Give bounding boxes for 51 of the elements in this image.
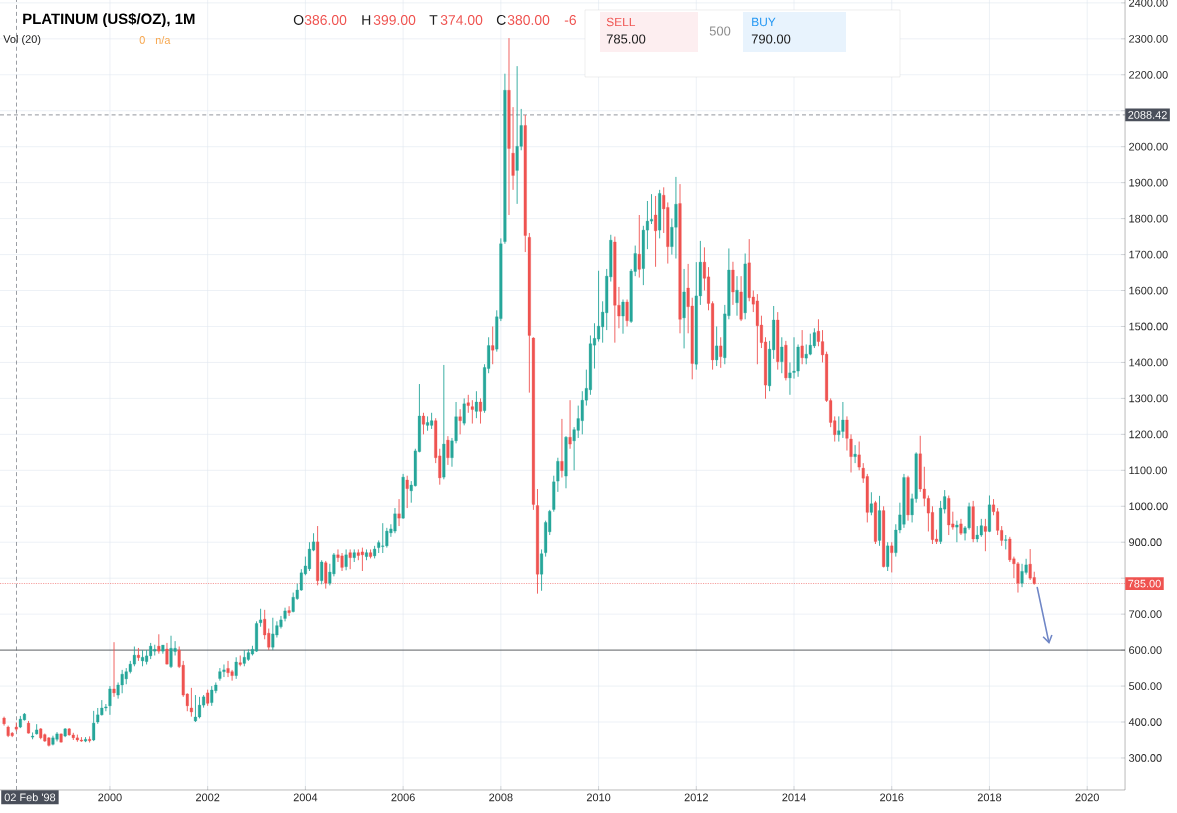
y-tick-label: 700.00 — [1129, 610, 1162, 619]
x-tick-label: 2010 — [586, 793, 611, 802]
annotation: O — [293, 15, 304, 25]
y-tick-label: 2200.00 — [1129, 70, 1168, 79]
y-tick-label: 2300.00 — [1129, 34, 1168, 43]
y-tick-label: 900.00 — [1129, 538, 1162, 547]
text: PLATINUM (US$/OZ), 1M — [23, 12, 195, 28]
annotation: 0 — [139, 36, 145, 44]
y-tick-label: 1600.00 — [1129, 286, 1168, 295]
y-tick-label: 1300.00 — [1129, 394, 1168, 403]
annotation: BUY — [752, 17, 776, 27]
annotation: n/a — [155, 35, 171, 45]
ref-line-label: 2088.42 — [1128, 111, 1167, 119]
y-tick-label: 1200.00 — [1129, 430, 1168, 439]
x-tick-label: 2020 — [1075, 793, 1099, 802]
annotation: T — [429, 15, 438, 25]
annotation: 386.00 — [304, 15, 347, 25]
y-tick-label: 1500.00 — [1129, 322, 1168, 331]
annotation: -6 — [564, 15, 576, 25]
x-tick-label: 2004 — [293, 793, 318, 802]
y-tick-label: 1800.00 — [1129, 214, 1168, 223]
ref-line-label: 785.00 — [1128, 579, 1161, 588]
annotation: SELL — [606, 17, 636, 27]
x-tick-label: 2006 — [391, 793, 415, 802]
y-tick-label: 400.00 — [1128, 718, 1162, 726]
y-tick-label: 1000.00 — [1129, 502, 1168, 511]
x-tick-label: 2000 — [98, 793, 122, 802]
annotation: 785.00 — [606, 34, 646, 44]
x-tick-label: 2016 — [880, 793, 904, 802]
ref-line-label: 02 Feb '98 — [4, 793, 56, 802]
annotation: 380.00 — [507, 15, 550, 25]
x-tick-label: 2014 — [782, 793, 806, 802]
y-tick-label: 1700.00 — [1129, 250, 1168, 259]
y-tick-label: 1400.00 — [1129, 358, 1168, 367]
annotation: 399.00 — [373, 15, 416, 25]
y-tick-label: 2000.00 — [1129, 142, 1168, 151]
annotation: 790.00 — [751, 34, 791, 44]
y-tick-label: 500.00 — [1129, 682, 1162, 690]
x-tick-label: 2002 — [196, 793, 220, 802]
x-tick-label: 2008 — [489, 793, 513, 802]
annotation: 374.00 — [440, 15, 483, 25]
annotation: Vol (20) — [3, 34, 41, 46]
annotation: C — [496, 15, 506, 25]
y-tick-label: 1900.00 — [1129, 178, 1168, 187]
y-tick-label: 300.00 — [1128, 754, 1162, 762]
annotation: 500 — [709, 26, 731, 36]
x-tick-label: 2018 — [977, 793, 1002, 802]
x-tick-label: 2012 — [684, 793, 708, 802]
y-tick-label: 1100.00 — [1129, 466, 1167, 475]
annotation: H — [362, 15, 371, 25]
y-tick-label: 600.00 — [1129, 646, 1162, 654]
